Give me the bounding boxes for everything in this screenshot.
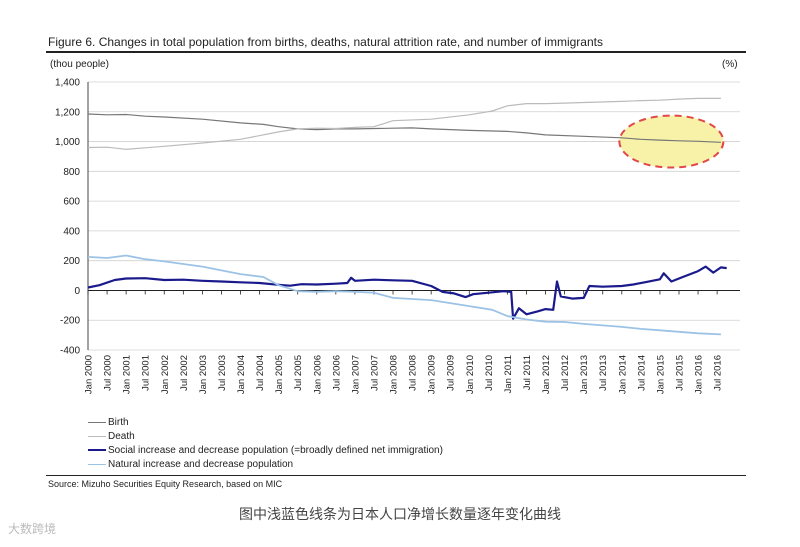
legend-label: Birth: [108, 416, 129, 428]
x-tick-label: Jan 2008: [389, 355, 400, 394]
x-tick-label: Jan 2005: [274, 355, 285, 394]
x-tick-label: Jul 2002: [179, 355, 190, 391]
legend-label: Death: [108, 430, 135, 442]
x-tick-label: Jan 2004: [236, 355, 247, 394]
x-tick-label: Jul 2005: [293, 355, 304, 391]
legend-label: Natural increase and decrease population: [108, 458, 294, 470]
x-tick-label: Jul 2003: [217, 355, 228, 391]
x-tick-label: Jan 2015: [655, 355, 666, 394]
highlight-ellipse: [618, 114, 725, 169]
source-rule: [46, 475, 746, 476]
y-tick-label: 1,400: [55, 78, 80, 89]
x-tick-label: Jan 2002: [160, 355, 171, 394]
x-tick-label: Jan 2006: [312, 355, 323, 394]
image-caption: 图中浅蓝色线条为日本人口净增长数量逐年变化曲线: [239, 507, 561, 523]
x-tick-label: Jul 2016: [713, 355, 724, 391]
x-tick-label: Jan 2012: [541, 355, 552, 394]
x-tick-label: Jul 2013: [598, 355, 609, 391]
x-tick-label: Jul 2011: [522, 355, 533, 390]
series-line-birth: [87, 113, 721, 143]
watermark-logo: 大数跨境: [8, 522, 57, 536]
legend-item-birth: Birth: [88, 415, 443, 429]
legend-item-death: Death: [88, 429, 443, 443]
x-tick-label: Jan 2010: [465, 355, 476, 394]
y-axis-unit-label: (thou people): [50, 59, 109, 70]
x-tick-label: Jul 2012: [560, 355, 571, 391]
x-tick-label: Jan 2013: [579, 355, 590, 394]
series-line-death: [87, 97, 721, 150]
x-tick-label: Jul 2001: [141, 355, 152, 391]
x-tick-label: Jan 2009: [427, 355, 438, 394]
x-tick-label: Jan 2014: [617, 355, 628, 394]
x-tick-label: Jan 2001: [122, 355, 133, 394]
y-tick-label: 1,200: [55, 107, 80, 118]
y-tick-label: 800: [63, 167, 80, 178]
x-tick-label: Jan 2011: [503, 355, 514, 393]
y-tick-label: 200: [63, 256, 80, 267]
legend-swatch: [88, 421, 106, 423]
x-tick-label: Jan 2016: [694, 355, 705, 394]
x-tick-label: Jul 2004: [255, 355, 266, 391]
x-tick-label: Jan 2003: [198, 355, 209, 394]
title-rule: [46, 51, 746, 53]
x-tick-label: Jul 2015: [674, 355, 685, 391]
x-tick-label: Jan 2007: [350, 355, 361, 394]
y-tick-label: 400: [63, 226, 80, 237]
x-tick-label: Jul 2009: [446, 355, 457, 391]
x-tick-label: Jul 2006: [331, 355, 342, 391]
chart-legend: Birth Death Social increase and decrease p…: [88, 415, 443, 471]
x-tick-label: Jul 2010: [484, 355, 495, 391]
legend-item-social: Social increase and decrease population …: [88, 443, 443, 457]
legend-swatch: [88, 435, 106, 437]
x-tick-label: Jul 2014: [636, 355, 647, 391]
y-tick-label: -200: [60, 316, 80, 327]
series-line-social: [87, 265, 727, 320]
source-note: Source: Mizuho Securities Equity Researc…: [48, 479, 283, 489]
y-tick-label: -400: [60, 346, 80, 357]
line-chart: -400 -200 0 200 400 600 800 1,000 1,200 1,400 Jan …: [55, 78, 740, 394]
y-tick-label: 600: [63, 197, 80, 208]
y-tick-label: 0: [74, 286, 80, 297]
figure-title: Figure 6. Changes in total population fr…: [48, 35, 603, 49]
series-line-natural: [87, 254, 721, 336]
legend-label: Social increase and decrease population …: [108, 444, 443, 456]
secondary-axis-unit-label: (%): [722, 59, 738, 70]
x-tick-label: Jul 2000: [103, 355, 114, 391]
y-tick-label: 1,000: [55, 137, 80, 148]
legend-item-natural: Natural increase and decrease population: [88, 457, 443, 471]
legend-swatch: [88, 463, 106, 465]
legend-swatch: [88, 449, 106, 451]
x-tick-label: Jan 2000: [84, 355, 95, 394]
x-tick-label: Jul 2007: [369, 355, 380, 391]
x-tick-label: Jul 2008: [408, 355, 419, 391]
